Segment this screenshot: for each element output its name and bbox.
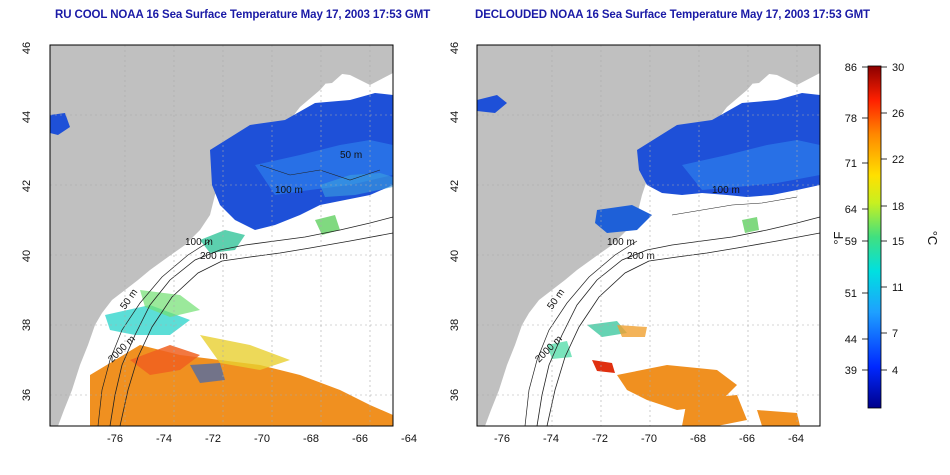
celsius-tick: 15 [892, 236, 904, 248]
right-x-tick: -64 [788, 433, 804, 445]
celsius-tick: 30 [892, 62, 904, 74]
left-contour-label-100: 100 m [275, 185, 303, 196]
left-map: 200 m 50 m 2000 m 100 m 50 m 100 m [49, 44, 394, 427]
celsius-tick: 7 [892, 328, 898, 340]
left-x-tick: -74 [156, 433, 172, 445]
left-y-tick: 46 [21, 42, 33, 54]
right-y-tick: 36 [449, 389, 461, 401]
left-map-frame [49, 44, 394, 427]
left-y-tick: 42 [21, 180, 33, 192]
left-x-tick: -72 [205, 433, 221, 445]
left-contour-label-100b: 100 m [185, 237, 213, 248]
celsius-unit-label: °C [925, 231, 940, 246]
celsius-tick: 4 [892, 365, 898, 377]
left-gridlines [50, 45, 393, 426]
left-y-tick: 40 [21, 250, 33, 262]
right-y-tick: 46 [449, 42, 461, 54]
right-y-axis: 46 44 42 40 38 36 [449, 42, 461, 401]
right-gridlines [477, 45, 820, 426]
left-x-tick: -66 [352, 433, 368, 445]
colorbar-tick-marks [862, 66, 887, 371]
right-map-title: DECLOUDED NOAA 16 Sea Surface Temperatur… [475, 9, 870, 21]
right-y-tick: 40 [449, 250, 461, 262]
left-land [50, 45, 393, 426]
right-x-tick: -76 [494, 433, 510, 445]
right-map: 200 m 50 m 2000 m 100 m 100 m [476, 44, 821, 427]
fahrenheit-tick: 64 [845, 204, 857, 216]
right-map-frame [476, 44, 821, 427]
right-contour-label-100b: 100 m [607, 237, 635, 248]
right-y-tick: 42 [449, 180, 461, 192]
right-x-tick: -66 [739, 433, 755, 445]
left-map-title: RU COOL NOAA 16 Sea Surface Temperature … [55, 9, 431, 21]
right-x-tick: -68 [690, 433, 706, 445]
right-x-tick: -72 [592, 433, 608, 445]
celsius-tick: 26 [892, 108, 904, 120]
colorbar-gradient [867, 65, 882, 409]
celsius-tick: 11 [892, 282, 903, 294]
right-x-axis: -76 -74 -72 -70 -68 -66 -64 [494, 433, 804, 445]
celsius-tick: 22 [892, 154, 904, 166]
left-y-tick: 36 [21, 389, 33, 401]
fahrenheit-tick: 86 [845, 62, 857, 74]
fahrenheit-tick: 59 [845, 236, 857, 248]
left-x-tick: -68 [303, 433, 319, 445]
left-contour-label-200: 200 m [200, 251, 228, 262]
right-contour-label-200: 200 m [627, 251, 655, 262]
right-y-tick: 44 [449, 111, 461, 123]
fahrenheit-unit-label: °F [831, 231, 846, 244]
fahrenheit-tick: 39 [845, 365, 857, 377]
fahrenheit-tick: 78 [845, 113, 857, 125]
colorbar: °F °C 86 78 71 64 59 51 44 39 30 26 22 1… [831, 62, 940, 409]
right-x-tick: -74 [543, 433, 559, 445]
left-y-tick: 44 [21, 111, 33, 123]
left-y-axis: 46 44 42 40 38 36 [21, 42, 33, 401]
left-x-tick: -64 [401, 433, 417, 445]
fahrenheit-tick: 71 [845, 158, 857, 170]
right-land [477, 45, 820, 426]
celsius-tick: 18 [892, 201, 904, 213]
left-x-axis: -76 -74 -72 -70 -68 -66 -64 [107, 433, 417, 445]
left-x-tick: -70 [254, 433, 270, 445]
left-x-tick: -76 [107, 433, 123, 445]
left-contour-label-50b: 50 m [340, 150, 362, 161]
left-y-tick: 38 [21, 319, 33, 331]
fahrenheit-tick: 44 [845, 334, 857, 346]
right-contour-label-100: 100 m [712, 185, 740, 196]
fahrenheit-tick: 51 [845, 288, 857, 300]
celsius-ticks: 30 26 22 18 15 11 7 4 [892, 62, 904, 377]
right-x-tick: -70 [641, 433, 657, 445]
right-y-tick: 38 [449, 319, 461, 331]
fahrenheit-ticks: 86 78 71 64 59 51 44 39 [845, 62, 857, 377]
